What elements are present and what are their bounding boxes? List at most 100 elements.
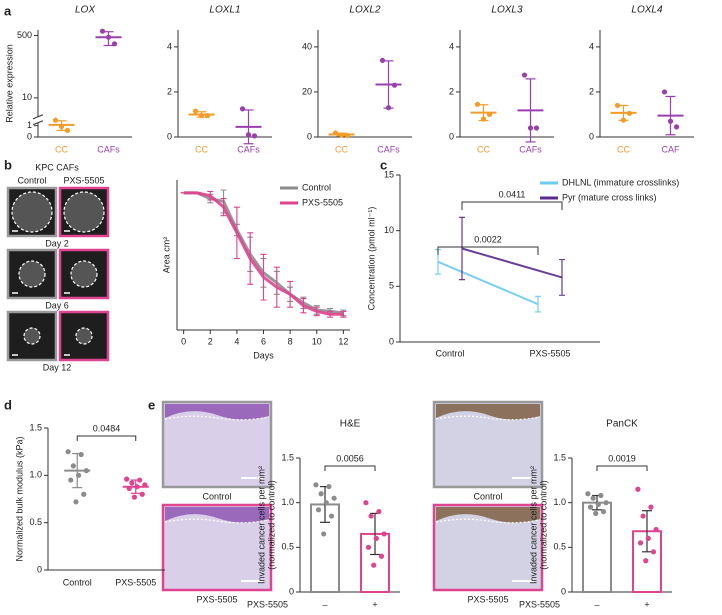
- data-point: [83, 468, 89, 474]
- y-tick-label: 0.5: [553, 542, 566, 552]
- data-point: [315, 507, 322, 513]
- bar: [582, 501, 612, 593]
- data-point: [600, 509, 607, 515]
- y-axis-label: Invaded cancer cells per mm²: [256, 466, 266, 584]
- data-point: [111, 41, 118, 47]
- data-point: [68, 477, 74, 483]
- data-point: [590, 495, 596, 501]
- data-point: [99, 28, 106, 34]
- data-point: [533, 125, 540, 131]
- image-row-label: Day 6: [45, 300, 69, 310]
- data-point: [321, 531, 327, 537]
- y-tick-label: 0: [589, 131, 594, 141]
- y-axis-label: Invaded cancer cells per mm²: [528, 466, 538, 584]
- data-point: [81, 491, 87, 497]
- data-point: [134, 484, 140, 490]
- data-point: [648, 504, 654, 510]
- data-point: [139, 491, 145, 497]
- x-axis-label: PXS-5505: [519, 599, 560, 609]
- legend-label: PXS-5505: [302, 197, 343, 207]
- y-axis-label: (normalized to control): [266, 480, 276, 570]
- x-tick-label: CAF: [662, 144, 681, 154]
- y-tick-label: 0: [449, 131, 454, 141]
- legend-label: Pyr (mature cross links): [562, 192, 657, 202]
- y-tick-label: 4: [449, 41, 454, 51]
- data-point: [192, 108, 199, 114]
- chart-title: LOXL2: [349, 5, 381, 16]
- chart-title: LOX: [75, 5, 95, 16]
- x-tick-label: Control: [63, 577, 92, 587]
- p-value: 0.0484: [93, 423, 121, 433]
- data-point: [637, 540, 644, 546]
- x-tick-label: CC: [477, 144, 490, 154]
- data-point: [391, 82, 398, 88]
- panel-label: c: [380, 157, 387, 172]
- data-point: [593, 510, 599, 516]
- x-tick-label: –: [594, 599, 599, 609]
- x-tick-label: PXS-5505: [529, 348, 570, 358]
- image-row-label: Day 2: [45, 238, 69, 248]
- y-axis-label: Normalized bulk modulus (kPa): [14, 436, 24, 561]
- data-point: [527, 125, 534, 131]
- data-point: [521, 72, 528, 78]
- data-point: [126, 485, 132, 492]
- y-tick-label: 0: [561, 586, 566, 596]
- series-line: [437, 260, 539, 306]
- x-tick-label: 8: [288, 336, 293, 346]
- p-value: 0.0411: [499, 189, 526, 199]
- gel-disc: [11, 191, 53, 233]
- data-point: [371, 562, 377, 568]
- data-point: [378, 553, 385, 559]
- y-tick-label: 10: [384, 225, 394, 235]
- x-tick-label: –: [322, 599, 327, 609]
- data-point: [137, 477, 143, 483]
- x-axis-label: Days: [253, 350, 274, 360]
- data-point: [328, 513, 335, 519]
- data-point: [620, 117, 627, 123]
- axis-break-mark: [32, 120, 44, 126]
- y-tick-label: 0: [389, 336, 394, 346]
- data-point: [142, 482, 148, 488]
- legend-label: Control: [302, 182, 331, 192]
- y-tick-label: 4: [167, 41, 172, 51]
- data-point: [323, 500, 329, 506]
- x-tick-label: +: [372, 599, 377, 609]
- y-tick-label: 500: [17, 30, 32, 40]
- y-tick-label: 1.0: [281, 497, 294, 507]
- y-tick-label: 2: [589, 86, 594, 96]
- tissue-edge: [436, 404, 540, 420]
- invasion-front: [164, 415, 270, 421]
- tissue-edge: [165, 404, 269, 420]
- chart-title: LOXL4: [631, 5, 663, 16]
- y-tick-label: 1.5: [281, 452, 294, 462]
- x-tick-label: CC: [617, 144, 630, 154]
- panel-label: a: [4, 3, 12, 18]
- data-point: [614, 102, 621, 109]
- gel-disc: [75, 327, 93, 345]
- data-point: [326, 483, 332, 490]
- y-tick-label: 4: [589, 41, 594, 51]
- data-point: [480, 116, 487, 122]
- gel-disc: [63, 191, 105, 233]
- significance-bracket: [596, 465, 648, 471]
- data-point: [204, 113, 211, 119]
- data-point: [338, 132, 345, 138]
- x-tick-label: CC: [55, 144, 68, 154]
- chart-title: PanCK: [606, 419, 638, 430]
- x-tick-label: 6: [261, 336, 266, 346]
- x-tick-label: CAFs: [97, 144, 120, 154]
- data-point: [368, 513, 374, 519]
- data-point: [373, 535, 379, 542]
- y-axis-label: Area cm²: [161, 237, 171, 274]
- y-axis-label: Concentration (pmol ml⁻¹): [366, 207, 376, 311]
- data-point: [313, 482, 319, 488]
- data-point: [645, 535, 651, 542]
- x-tick-label: 2: [208, 336, 213, 346]
- panel-label: e: [148, 397, 155, 412]
- y-tick-label: 1: [27, 120, 32, 130]
- p-value: 0.0022: [474, 234, 502, 244]
- data-point: [640, 513, 646, 519]
- data-point: [667, 118, 674, 124]
- y-tick-label: 40: [302, 41, 312, 51]
